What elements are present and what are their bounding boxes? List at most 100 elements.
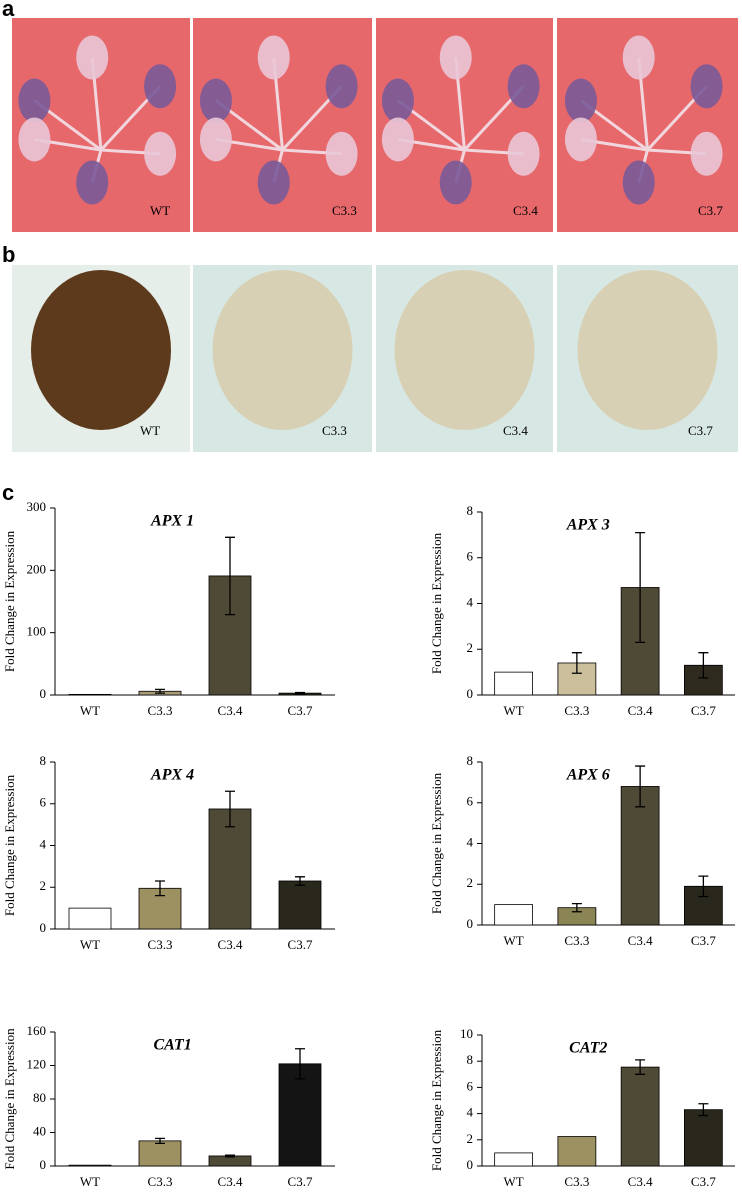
bar <box>494 1152 533 1167</box>
bar <box>68 693 112 696</box>
leaf <box>199 117 232 162</box>
y-tick-label: 100 <box>27 624 47 639</box>
bar <box>684 885 723 926</box>
bar <box>494 904 533 926</box>
x-tick-label: C3.4 <box>218 703 243 718</box>
x-tick-label: WT <box>504 933 524 948</box>
error-bar <box>225 790 235 828</box>
leaf <box>381 78 414 123</box>
leaf <box>564 117 597 162</box>
x-tick-label: C3.4 <box>218 937 243 952</box>
error-bar <box>571 652 582 674</box>
leaf <box>690 131 723 176</box>
y-tick-label: 8 <box>467 1052 474 1067</box>
y-axis-label: Fold Change in Expression <box>2 1028 17 1170</box>
y-tick-label: 2 <box>40 878 47 893</box>
y-tick-label: 40 <box>33 1123 46 1138</box>
leaf <box>622 160 655 205</box>
leaf <box>144 131 177 176</box>
chart-title: APX 3 <box>566 517 610 534</box>
bar <box>208 808 252 930</box>
y-tick-label: 0 <box>40 920 47 935</box>
y-tick-label: 6 <box>467 794 474 809</box>
photo-label: C3.3 <box>322 423 347 438</box>
x-tick-label: C3.3 <box>564 933 589 948</box>
y-tick-label: 120 <box>27 1056 47 1071</box>
panel-letter: a <box>2 0 15 21</box>
y-tick-label: 6 <box>467 1078 474 1093</box>
x-tick-label: C3.4 <box>628 703 653 718</box>
error-bar <box>295 876 305 886</box>
x-tick-label: C3.7 <box>288 937 313 952</box>
error-bar <box>155 1137 165 1145</box>
x-tick-label: WT <box>504 703 524 718</box>
y-tick-label: 80 <box>33 1090 46 1105</box>
photo-label: C3.4 <box>513 203 538 218</box>
leaf <box>690 64 723 109</box>
leaf <box>18 78 51 123</box>
leaf <box>325 131 358 176</box>
y-tick-label: 2 <box>467 1131 474 1146</box>
y-axis-label: Fold Change in Expression <box>429 772 444 914</box>
chart-title: APX 1 <box>150 513 194 530</box>
x-tick-label: C3.4 <box>218 1174 243 1189</box>
bar <box>557 1136 597 1167</box>
photo-label: C3.7 <box>688 423 713 438</box>
x-tick-label: C3.7 <box>288 703 313 718</box>
x-tick-label: WT <box>80 1174 100 1189</box>
y-tick-label: 4 <box>467 1105 474 1120</box>
chart-title: CAT1 <box>153 1037 191 1054</box>
y-tick-label: 4 <box>467 834 474 849</box>
leaf <box>18 117 51 162</box>
x-tick-label: C3.4 <box>628 1174 653 1189</box>
y-axis-label: Fold Change in Expression <box>2 774 17 916</box>
leaf <box>381 117 414 162</box>
leaf <box>622 35 655 80</box>
bar <box>278 880 322 930</box>
x-tick-label: C3.4 <box>628 933 653 948</box>
photo-label: C3.7 <box>698 203 723 218</box>
leaf <box>199 78 232 123</box>
y-axis-label: Fold Change in Expression <box>429 1029 444 1171</box>
bar <box>620 1066 660 1167</box>
leaf <box>257 35 290 80</box>
leaf <box>577 270 718 430</box>
error-bar <box>225 1154 235 1158</box>
photo-label: C3.3 <box>332 203 357 218</box>
chart-title: APX 4 <box>150 767 194 784</box>
error-bar <box>155 688 165 694</box>
x-tick-label: WT <box>80 937 100 952</box>
error-bar <box>698 652 709 679</box>
y-axis-label: Fold Change in Expression <box>429 532 444 674</box>
leaf <box>507 64 540 109</box>
error-bar <box>225 536 235 616</box>
x-tick-label: C3.3 <box>148 703 173 718</box>
y-tick-label: 2 <box>467 875 474 890</box>
photo-label: C3.4 <box>503 423 528 438</box>
error-bar <box>295 691 305 695</box>
error-bar <box>635 765 646 808</box>
x-tick-label: C3.7 <box>691 703 716 718</box>
error-bar <box>698 1103 709 1117</box>
leaf <box>76 160 109 205</box>
leaf <box>507 131 540 176</box>
error-bar <box>635 1059 646 1075</box>
error-bar <box>698 875 709 898</box>
y-tick-label: 160 <box>27 1023 47 1038</box>
x-tick-label: C3.7 <box>288 1174 313 1189</box>
leaf <box>564 78 597 123</box>
y-tick-label: 0 <box>467 686 474 701</box>
x-tick-label: C3.7 <box>691 1174 716 1189</box>
panel-letter: c <box>2 480 14 505</box>
leaf <box>76 35 109 80</box>
y-tick-label: 6 <box>40 795 47 810</box>
photo-label: WT <box>140 423 160 438</box>
y-tick-label: 0 <box>40 1157 47 1172</box>
leaf <box>325 64 358 109</box>
y-axis-label: Fold Change in Expression <box>2 530 17 672</box>
leaf <box>439 160 472 205</box>
leaf <box>257 160 290 205</box>
y-tick-label: 8 <box>467 753 474 768</box>
bar <box>68 1164 112 1167</box>
